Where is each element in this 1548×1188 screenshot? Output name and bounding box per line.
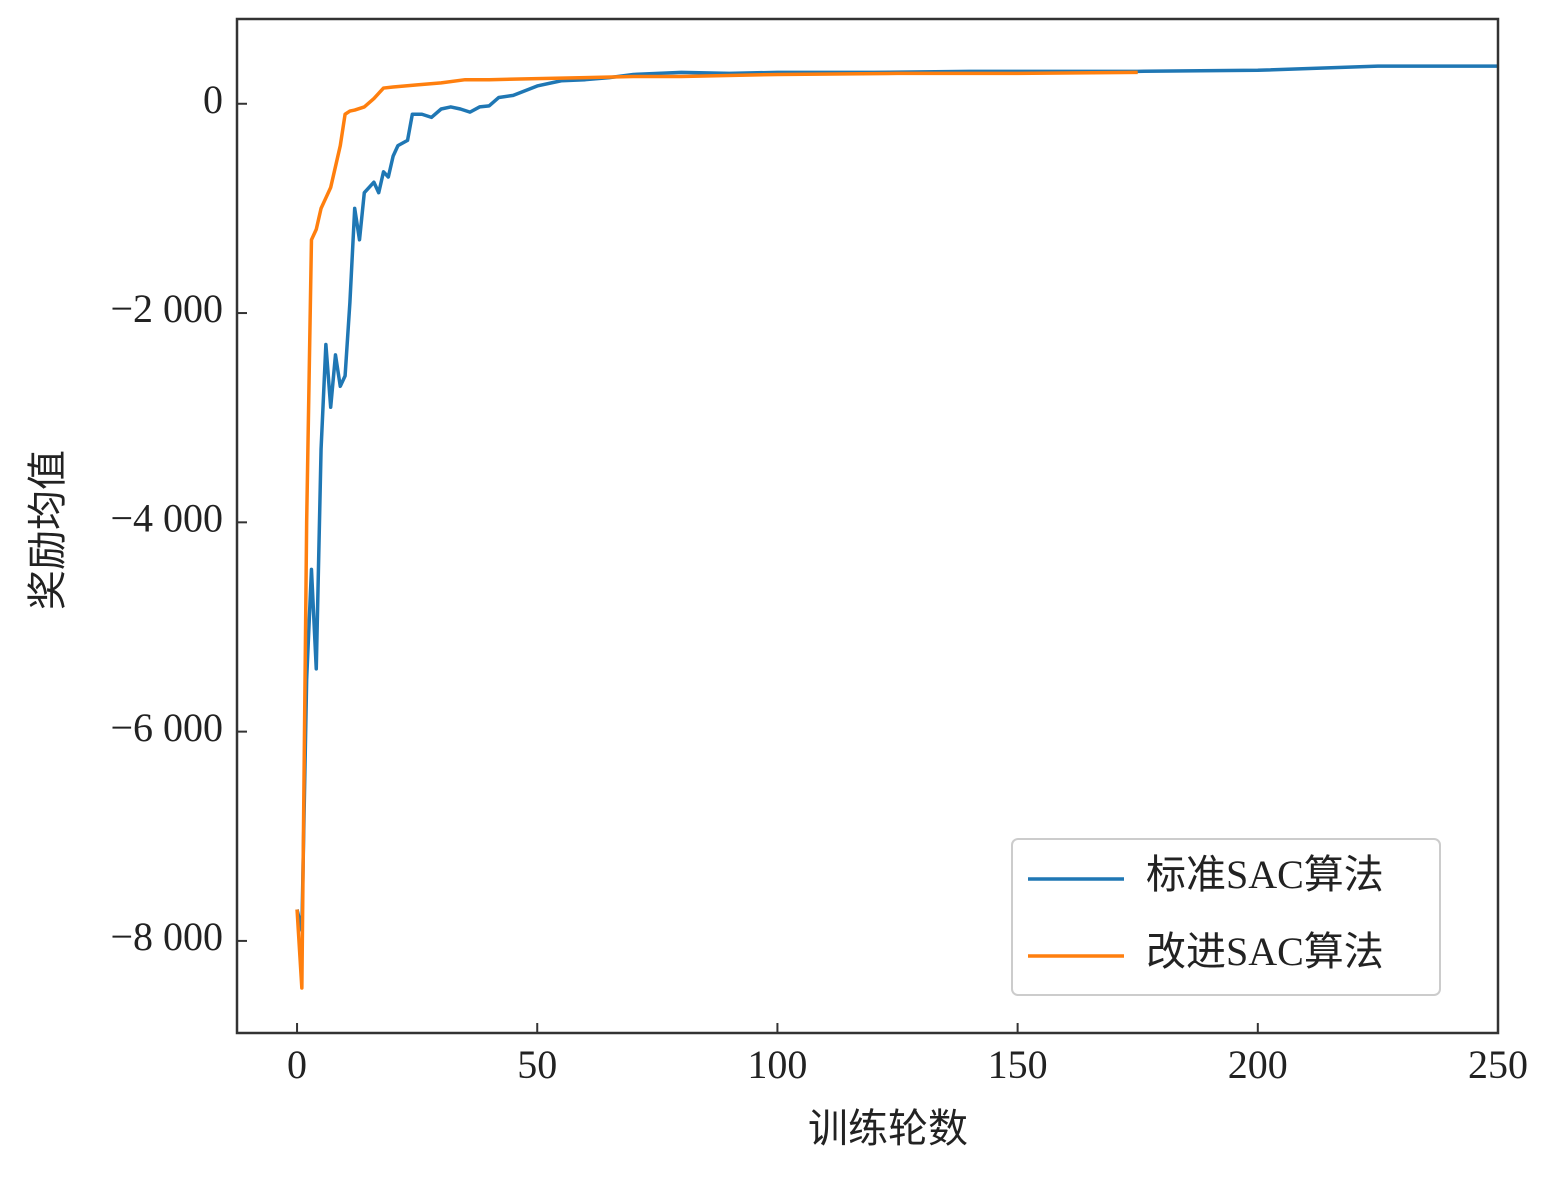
y-tick-label: −4 000: [110, 496, 223, 541]
plot-frame: [235, 17, 1500, 1035]
series-line: [295, 70, 1138, 990]
y-tick-label: −2 000: [110, 286, 223, 331]
x-tick-label: 150: [988, 1042, 1048, 1087]
y-tick-label: −8 000: [110, 914, 223, 959]
x-tick-label: 50: [517, 1042, 557, 1087]
legend-label: 改进SAC算法: [1146, 929, 1384, 974]
y-tick-label: −6 000: [110, 705, 223, 750]
y-tick-label: 0: [203, 77, 223, 122]
y-axis-label: 奖励均值: [25, 450, 70, 610]
legend-label: 标准SAC算法: [1146, 852, 1384, 897]
x-tick-label: 0: [287, 1042, 307, 1087]
x-tick-label: 100: [747, 1042, 807, 1087]
x-tick-label: 250: [1468, 1042, 1528, 1087]
series-line: [295, 64, 1498, 933]
x-tick-label: 200: [1228, 1042, 1288, 1087]
x-axis-label: 训练轮数: [808, 1106, 968, 1151]
